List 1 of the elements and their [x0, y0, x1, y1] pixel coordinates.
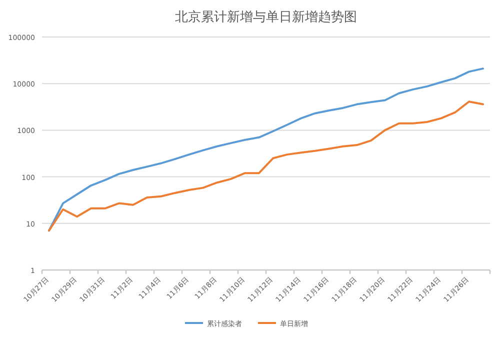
- chart-title: 北京累计新增与单日新增趋势图: [175, 10, 357, 25]
